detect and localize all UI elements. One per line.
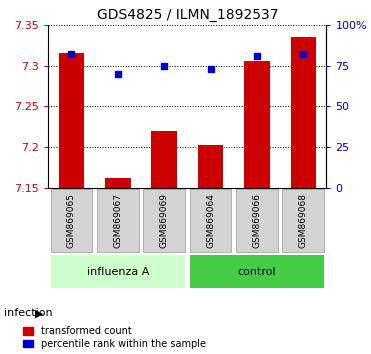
Text: GSM869069: GSM869069	[160, 193, 169, 248]
Bar	[290, 37, 316, 188]
Text: control: control	[237, 267, 276, 276]
Text: infection: infection	[4, 308, 52, 318]
Text: ▶: ▶	[35, 308, 44, 318]
FancyBboxPatch shape	[282, 189, 324, 252]
Bar	[244, 62, 270, 188]
Legend: transformed count, percentile rank within the sample: transformed count, percentile rank withi…	[23, 326, 206, 349]
Text: GSM869064: GSM869064	[206, 193, 215, 248]
Text: GSM869067: GSM869067	[113, 193, 122, 248]
FancyBboxPatch shape	[143, 189, 185, 252]
FancyBboxPatch shape	[236, 189, 278, 252]
FancyBboxPatch shape	[190, 189, 232, 252]
Bar	[151, 131, 177, 188]
Bar	[59, 53, 84, 188]
Text: influenza A: influenza A	[86, 267, 149, 276]
Title: GDS4825 / ILMN_1892537: GDS4825 / ILMN_1892537	[96, 8, 278, 22]
Bar	[198, 145, 223, 188]
FancyBboxPatch shape	[50, 255, 185, 289]
FancyBboxPatch shape	[50, 189, 92, 252]
FancyBboxPatch shape	[97, 189, 139, 252]
Text: GSM869066: GSM869066	[252, 193, 262, 248]
Text: GSM869068: GSM869068	[299, 193, 308, 248]
Bar	[105, 178, 131, 188]
Text: GSM869065: GSM869065	[67, 193, 76, 248]
FancyBboxPatch shape	[190, 255, 324, 289]
